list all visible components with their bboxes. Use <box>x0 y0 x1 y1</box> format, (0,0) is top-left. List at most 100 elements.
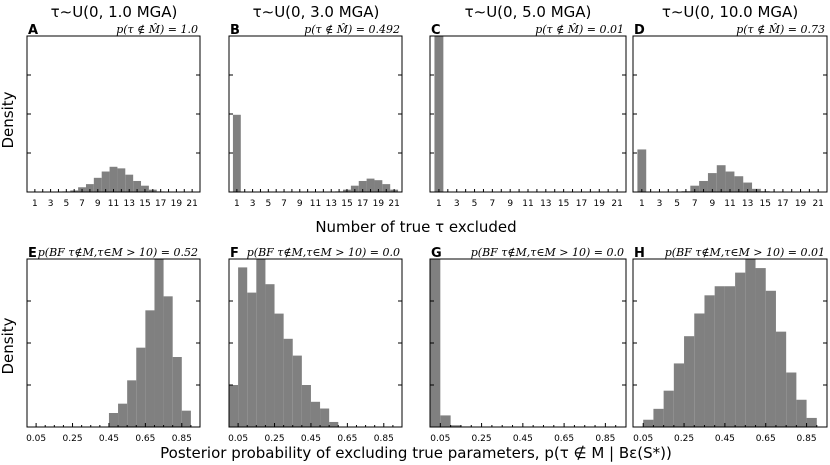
panel-c: 1 3 5 7 9 11 13 15 17 19 21C p(τ ∉ M̂) = 0.01 <box>429 23 627 209</box>
x-tick-label: 5 <box>674 199 680 209</box>
bar <box>704 295 715 427</box>
panel-annotation: p(BF τ∉M,τ∈M > 10) = 0.52 <box>38 246 198 259</box>
x-tick-label: 15 <box>341 199 352 209</box>
bar <box>694 313 705 427</box>
x-tick-label: 1 <box>639 199 645 209</box>
column-title-1: τ∼U(0, 1.0 MGA) <box>51 3 178 21</box>
bar <box>382 184 391 192</box>
x-tick-label: 17 <box>576 199 587 209</box>
x-tick-label: 0.85 <box>374 434 394 444</box>
x-tick-label: 3 <box>657 199 663 209</box>
x-tick-label: 21 <box>186 199 197 209</box>
x-tick-label: 11 <box>108 199 119 209</box>
x-tick-label: 0.05 <box>228 434 248 444</box>
bar <box>699 180 708 192</box>
x-tick-label: 0.85 <box>172 434 192 444</box>
x-tick-label: 13 <box>124 199 135 209</box>
bar <box>172 357 182 427</box>
panel-h: 0.05 0.25 0.45 0.65 0.85 H p(BF τ∉M,τ∈M > 10) … <box>632 246 828 444</box>
bar <box>350 185 359 192</box>
bar <box>796 399 807 427</box>
bar <box>154 259 164 427</box>
bar <box>755 268 766 427</box>
bar <box>673 363 685 427</box>
plot-frame <box>228 35 403 193</box>
bottom-row-xlabel: Posterior probability of excluding true … <box>160 444 672 462</box>
top-row-ylabel: Density <box>0 91 17 148</box>
top-row-xlabel: Number of true τ excluded <box>315 218 516 236</box>
x-tick-label: 0.05 <box>26 434 46 444</box>
bar <box>765 290 776 427</box>
bar <box>440 415 451 427</box>
x-tick-label: 0.05 <box>633 434 653 444</box>
bar <box>283 338 293 427</box>
bar <box>256 259 266 427</box>
x-tick-label: 0.05 <box>430 434 450 444</box>
panel-letter: F <box>230 246 239 261</box>
x-tick-label: 21 <box>611 199 622 209</box>
panel-f: 0.05 0.25 0.45 0.65 0.85 F p(BF τ∉M,τ∈M > 10) … <box>228 246 403 444</box>
bar <box>743 182 753 192</box>
bar <box>181 410 191 427</box>
bar <box>320 408 330 427</box>
x-tick-label: 0.65 <box>554 434 574 444</box>
x-tick-label: 7 <box>489 199 495 209</box>
panel-letter: D <box>634 23 645 38</box>
panel-a: 1 3 5 7 9 11 13 15 17 19 21A p(τ ∉ M̂) = 1.0 <box>26 23 201 209</box>
x-tick-label: 0.65 <box>756 434 776 444</box>
x-tick-label: 5 <box>472 199 478 209</box>
bar <box>690 185 700 192</box>
x-tick-label: 15 <box>139 199 150 209</box>
panel-letter: A <box>28 23 38 38</box>
column-titles: τ∼U(0, 1.0 MGA) τ∼U(0, 3.0 MGA) τ∼U(0, 5… <box>51 3 799 21</box>
bar <box>274 313 284 427</box>
bar <box>430 259 441 427</box>
x-tick-label: 0.65 <box>135 434 155 444</box>
bar <box>735 272 746 427</box>
bar <box>93 177 102 192</box>
bar <box>450 425 461 427</box>
x-tick-label: 5 <box>265 199 271 209</box>
bar <box>724 286 736 427</box>
bar <box>714 286 725 427</box>
bar <box>163 296 173 427</box>
plot-frame <box>632 35 828 193</box>
bar <box>101 171 110 192</box>
plot-frame <box>429 35 627 193</box>
x-tick-label: 19 <box>171 199 183 209</box>
column-title-2: τ∼U(0, 3.0 MGA) <box>253 3 380 21</box>
x-tick-label: 1 <box>436 199 442 209</box>
x-tick-label: 17 <box>155 199 166 209</box>
x-tick-label: 5 <box>63 199 69 209</box>
bar <box>806 417 817 427</box>
x-tick-label: 21 <box>812 199 823 209</box>
x-tick-label: 9 <box>507 199 513 209</box>
bar <box>108 413 119 427</box>
x-tick-label: 3 <box>250 199 256 209</box>
bar <box>653 408 664 427</box>
bar <box>725 171 735 192</box>
bar <box>125 174 134 192</box>
x-tick-label: 9 <box>297 199 303 209</box>
x-tick-label: 11 <box>522 199 533 209</box>
bar <box>707 173 717 192</box>
bottom-row-ylabel: Density <box>0 317 17 374</box>
bar <box>310 401 321 427</box>
panel-letter: B <box>230 23 240 38</box>
x-tick-label: 0.45 <box>99 434 119 444</box>
bar <box>238 267 248 427</box>
x-tick-label: 17 <box>357 199 368 209</box>
x-tick-label: 7 <box>281 199 287 209</box>
x-tick-label: 0.25 <box>265 434 285 444</box>
panel-annotation: p(τ ∉ M̂) = 0.01 <box>535 23 624 36</box>
panel-d: 1 3 5 7 9 11 13 15 17 19 21D p(τ ∉ M̂) = 0.73 <box>632 23 828 209</box>
x-tick-label: 0.45 <box>513 434 533 444</box>
bar <box>117 168 126 192</box>
panel-annotation: p(τ ∉ M̂) = 1.0 <box>116 23 198 36</box>
bar <box>329 421 339 427</box>
bar <box>145 310 155 427</box>
x-tick-label: 3 <box>48 199 54 209</box>
panel-annotation: p(BF τ∉M,τ∈M > 10) = 0.01 <box>665 246 825 259</box>
bar <box>229 385 239 427</box>
bar <box>716 165 726 192</box>
